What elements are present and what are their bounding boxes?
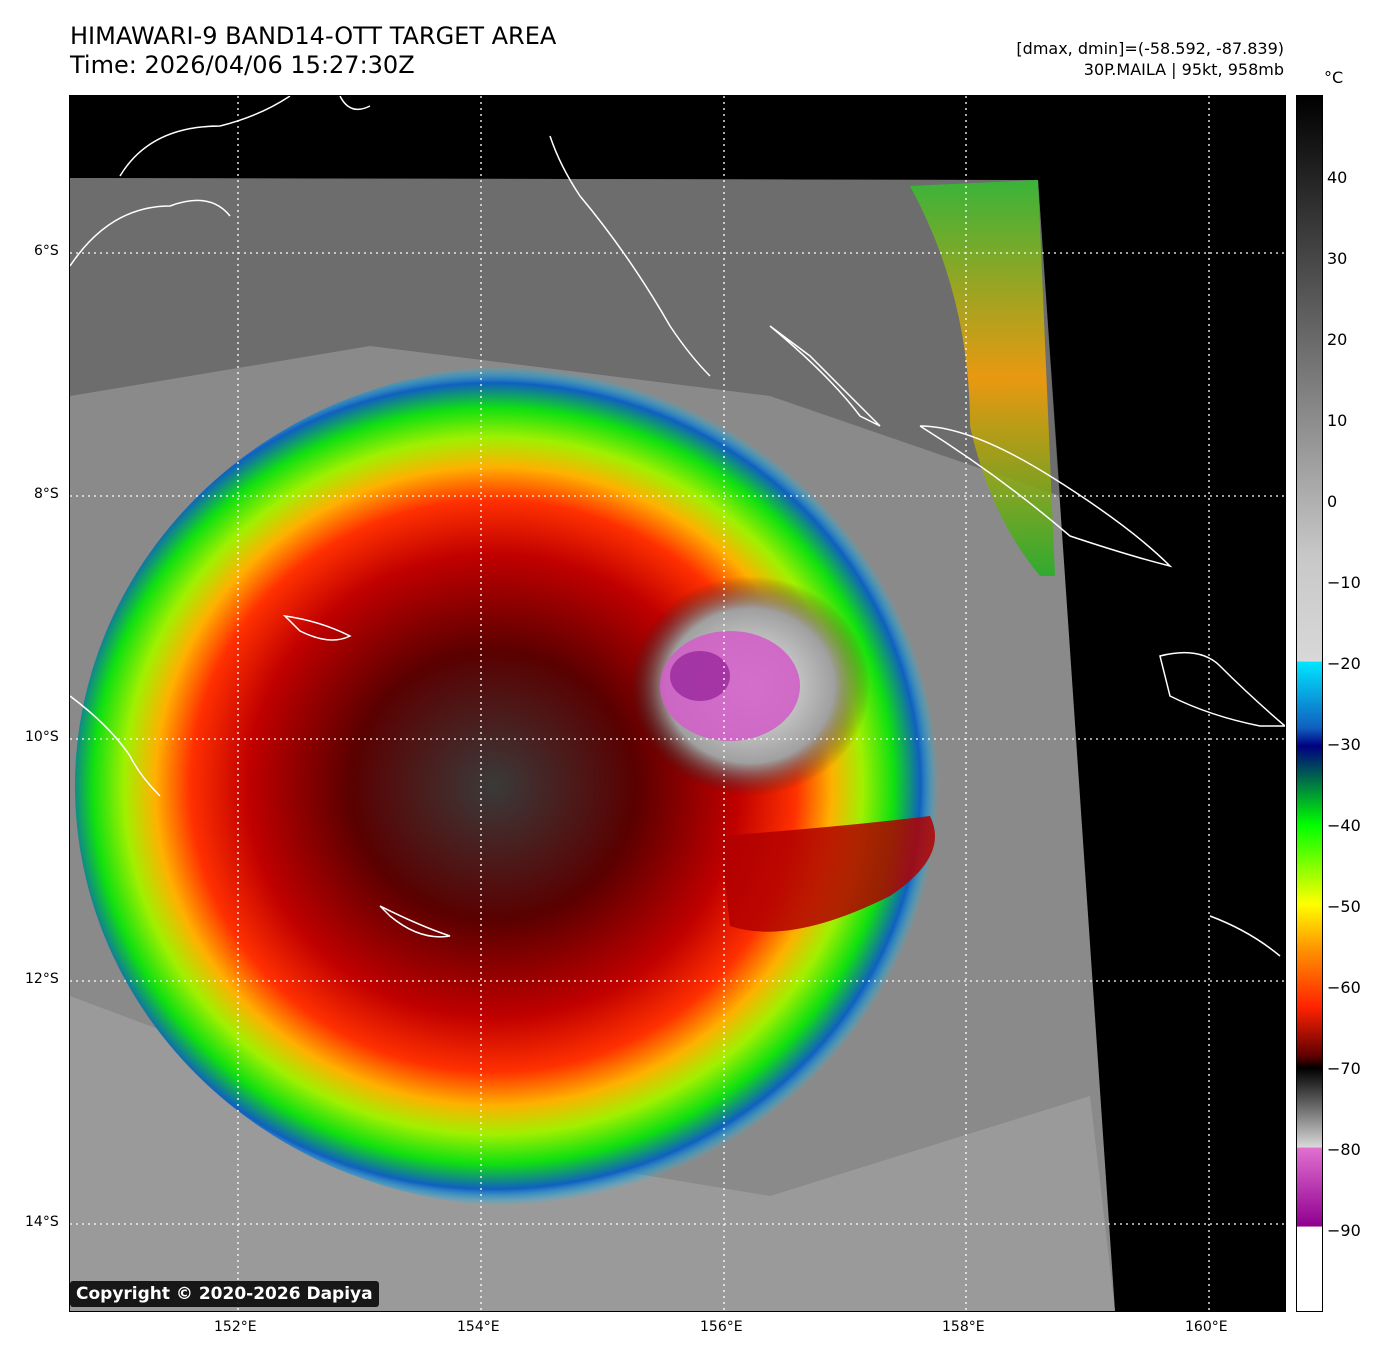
lat-label-6s: 6°S (34, 243, 59, 259)
lat-label-8s: 8°S (34, 486, 59, 502)
colorbar-unit: °C (1324, 68, 1344, 87)
cyclone-cloud-shield (75, 366, 965, 1206)
colorbar-tick-label: −60 (1327, 978, 1361, 997)
storm-metadata: [dmax, dmin]=(-58.592, -87.839) 30P.MAIL… (1016, 38, 1284, 80)
colorbar-tick-label: 20 (1327, 330, 1348, 349)
outer-rainband (910, 180, 1055, 576)
title-line-1: HIMAWARI-9 BAND14-OTT TARGET AREA (70, 22, 557, 50)
cloud-texture-light (70, 996, 1115, 1311)
title-line-2: Time: 2026/04/06 15:27:30Z (70, 51, 415, 79)
colorbar-tick-label: 40 (1327, 168, 1348, 187)
lon-label-152e: 152°E (214, 1319, 257, 1335)
colorbar-tick-label: −30 (1327, 735, 1361, 754)
lat-label-12s: 12°S (25, 971, 59, 987)
spiral-rainband (720, 816, 935, 932)
colorbar-tick-label: 0 (1327, 492, 1338, 511)
colorbar-tick-label: −40 (1327, 816, 1361, 835)
colorbar-tick-label: −10 (1327, 573, 1361, 592)
graticule (70, 96, 1285, 1311)
cloud-texture-dark (70, 178, 1060, 496)
colorbar-tick-label: −70 (1327, 1059, 1361, 1078)
colorbar-tick-label: 30 (1327, 249, 1348, 268)
coastlines (70, 96, 1285, 957)
lat-label-10s: 10°S (25, 729, 59, 745)
colorbar-tick-label: 10 (1327, 411, 1348, 430)
storm-info: 30P.MAILA | 95kt, 958mb (1083, 60, 1284, 79)
lat-label-14s: 14°S (25, 1214, 59, 1230)
colorbar-tick-label: −50 (1327, 897, 1361, 916)
temperature-colorbar (1296, 95, 1323, 1312)
colorbar-tick-label: −20 (1327, 654, 1361, 673)
lon-label-156e: 156°E (700, 1319, 743, 1335)
lon-label-154e: 154°E (457, 1319, 500, 1335)
colorbar-tick-label: −80 (1327, 1140, 1361, 1159)
coldest-core (670, 651, 730, 701)
copyright-notice: Copyright © 2020-2026 Dapiya (70, 1281, 379, 1307)
colorbar-gradient (1297, 96, 1322, 1311)
lon-label-158e: 158°E (942, 1319, 985, 1335)
dmax-dmin-readout: [dmax, dmin]=(-58.592, -87.839) (1016, 39, 1284, 58)
lon-label-160e: 160°E (1185, 1319, 1228, 1335)
colorbar-tick-label: −90 (1327, 1221, 1361, 1240)
satellite-map (69, 95, 1286, 1312)
figure-title: HIMAWARI-9 BAND14-OTT TARGET AREA Time: … (70, 22, 556, 80)
